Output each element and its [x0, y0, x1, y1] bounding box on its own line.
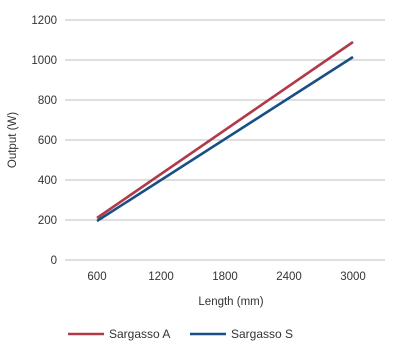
x-tick-label-3000: 3000 [340, 271, 366, 283]
x-axis-tick-labels: 600 1200 1800 2400 3000 [87, 271, 365, 283]
x-tick-label-1200: 1200 [148, 271, 174, 283]
y-tick-label-800: 800 [38, 95, 57, 107]
x-axis-title: Length (mm) [198, 296, 263, 308]
gridlines [65, 19, 385, 261]
x-tick-label-1800: 1800 [212, 271, 238, 283]
y-tick-label-1000: 1000 [31, 55, 57, 67]
x-tick-label-600: 600 [87, 271, 106, 283]
y-tick-label-1200: 1200 [31, 15, 57, 27]
y-tick-label-200: 200 [38, 215, 57, 227]
y-axis-tick-labels: 0 200 400 600 800 1000 1200 [31, 15, 57, 267]
y-tick-label-0: 0 [51, 255, 57, 267]
legend-label-sargasso-s: Sargasso S [231, 327, 293, 341]
y-tick-label-600: 600 [38, 135, 57, 147]
series-line-sargasso-s [96, 55, 354, 223]
series-line-sargasso-a [96, 40, 354, 220]
legend-label-sargasso-a: Sargasso A [109, 327, 170, 341]
x-tick-label-2400: 2400 [276, 271, 302, 283]
series-lines [96, 40, 354, 223]
y-tick-label-400: 400 [38, 175, 57, 187]
legend: Sargasso A Sargasso S [68, 327, 293, 341]
y-axis-title: Output (W) [7, 112, 19, 168]
